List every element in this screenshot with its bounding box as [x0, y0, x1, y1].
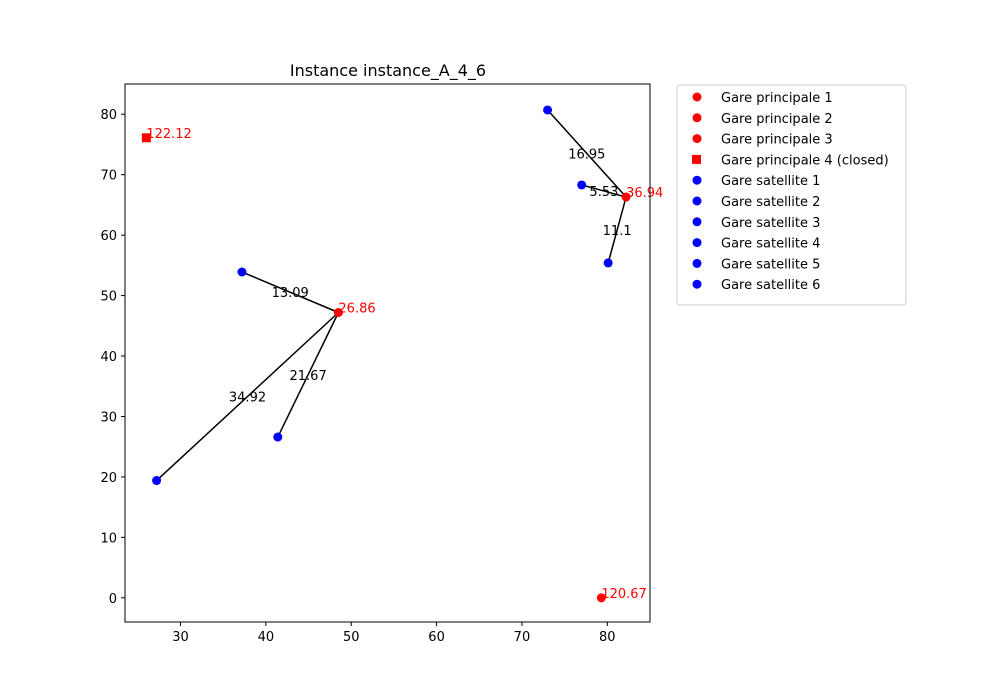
legend-marker-circle — [692, 238, 702, 248]
legend-label: Gare principale 1 — [721, 91, 833, 106]
link-distance-label: 21.67 — [290, 369, 327, 384]
y-tick-label: 10 — [100, 531, 117, 546]
main-station-point — [333, 307, 343, 317]
legend-marker-square — [692, 154, 701, 164]
y-tick-label: 40 — [100, 350, 117, 365]
y-tick-label: 70 — [100, 169, 117, 184]
legend-marker-circle — [692, 113, 702, 123]
main-station-cost-label: 122.12 — [146, 127, 192, 142]
x-tick-label: 80 — [599, 630, 616, 645]
legend-marker-circle — [692, 279, 702, 289]
satellite-point — [273, 432, 283, 442]
main-station-cost-label: 26.86 — [338, 301, 375, 316]
legend-box — [676, 84, 907, 306]
legend-label: Gare satellite 4 — [721, 237, 820, 252]
x-tick-label: 60 — [428, 630, 445, 645]
link-distance-label: 16.95 — [568, 148, 605, 163]
link-line — [581, 184, 627, 198]
link-line — [607, 196, 627, 264]
satellite-point — [152, 476, 162, 486]
link-distance-label: 5.53 — [589, 185, 618, 200]
link-distance-label: 34.92 — [229, 391, 266, 406]
axes: 30 40 50 60 70 80 0 10 20 30 40 50 60 70 80 — [100, 83, 651, 645]
chart-title: Instance instance_A_4_6 — [290, 61, 486, 81]
legend-label: Gare satellite 3 — [721, 216, 820, 231]
satellite-point — [603, 258, 613, 268]
link-line — [156, 311, 339, 482]
link-distance-label: 13.09 — [272, 286, 309, 301]
link-line — [241, 271, 339, 314]
link-line — [547, 109, 627, 198]
legend-marker-circle — [692, 258, 702, 268]
link-line — [277, 312, 340, 438]
x-tick-label: 40 — [258, 630, 275, 645]
x-tick-label: 70 — [514, 630, 531, 645]
link-distance-label: 11.1 — [603, 224, 632, 239]
legend-marker-circle — [692, 175, 702, 185]
legend-marker-circle — [692, 196, 702, 206]
satellite-point — [237, 267, 247, 277]
y-tick-label: 80 — [100, 108, 117, 123]
y-tick-label: 60 — [100, 229, 117, 244]
main-station-cost-label: 120.67 — [601, 587, 647, 602]
satellite-point — [543, 105, 553, 115]
legend-label: Gare principale 4 (closed) — [721, 153, 889, 168]
legend-marker-circle — [692, 217, 702, 227]
main-station-point — [596, 593, 606, 603]
x-tick-label: 30 — [172, 630, 189, 645]
satellite-point — [577, 180, 587, 190]
y-tick-label: 0 — [109, 592, 117, 607]
legend: Gare principale 1 Gare principale 2 Gare p… — [676, 84, 907, 306]
legend-label: Gare principale 3 — [721, 133, 833, 148]
y-tick-label: 30 — [100, 410, 117, 425]
legend-label: Gare satellite 1 — [721, 174, 820, 189]
x-tick-label: 50 — [343, 630, 360, 645]
main-station-point — [621, 192, 631, 202]
y-tick-label: 50 — [100, 290, 117, 305]
legend-label: Gare satellite 5 — [721, 257, 820, 272]
legend-marker-circle — [692, 134, 702, 144]
plot-area: 13.09 21.67 34.92 16.95 5.53 11.1 26.86 36.94 12… — [141, 105, 663, 603]
y-tick-label: 20 — [100, 471, 117, 486]
main-station-closed-point — [141, 133, 151, 143]
axes-frame — [124, 83, 651, 623]
legend-label: Gare satellite 2 — [721, 195, 820, 210]
legend-label: Gare satellite 6 — [721, 278, 820, 293]
main-station-cost-label: 36.94 — [626, 186, 663, 201]
legend-label: Gare principale 2 — [721, 112, 833, 127]
legend-marker-circle — [692, 92, 702, 102]
